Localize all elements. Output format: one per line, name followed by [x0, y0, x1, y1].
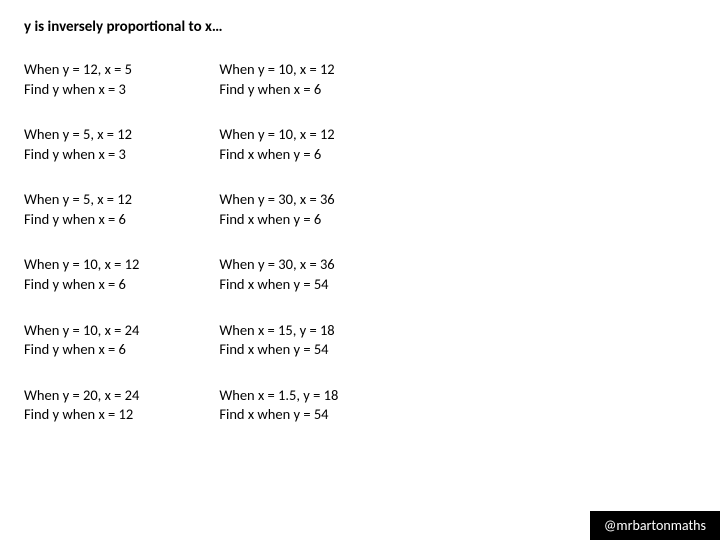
problem-columns: When y = 12, x = 5 Find y when x = 3 Whe… — [24, 60, 696, 425]
problem-item: When y = 30, x = 36 Find x when y = 54 — [219, 255, 338, 294]
problem-given: When y = 5, x = 12 — [24, 125, 139, 145]
problem-find: Find y when x = 6 — [24, 275, 139, 295]
problem-given: When y = 20, x = 24 — [24, 386, 139, 406]
page-title: y is inversely proportional to x… — [24, 18, 696, 36]
problem-item: When x = 15, y = 18 Find x when y = 54 — [219, 321, 338, 360]
problem-given: When y = 10, x = 12 — [219, 60, 338, 80]
problem-item: When y = 10, x = 24 Find y when x = 6 — [24, 321, 139, 360]
problem-given: When y = 10, x = 12 — [24, 255, 139, 275]
problem-given: When y = 10, x = 12 — [219, 125, 338, 145]
problem-find: Find x when y = 6 — [219, 210, 338, 230]
problem-find: Find y when x = 3 — [24, 145, 139, 165]
problem-given: When y = 30, x = 36 — [219, 190, 338, 210]
problem-item: When y = 10, x = 12 Find y when x = 6 — [219, 60, 338, 99]
problem-find: Find y when x = 6 — [24, 340, 139, 360]
problem-item: When x = 1.5, y = 18 Find x when y = 54 — [219, 386, 338, 425]
problem-find: Find x when y = 54 — [219, 275, 338, 295]
problem-given: When x = 1.5, y = 18 — [219, 386, 338, 406]
problem-item: When y = 5, x = 12 Find y when x = 3 — [24, 125, 139, 164]
problem-find: Find x when y = 6 — [219, 145, 338, 165]
slide: y is inversely proportional to x… When y… — [0, 0, 720, 540]
problem-given: When y = 30, x = 36 — [219, 255, 338, 275]
problem-item: When y = 30, x = 36 Find x when y = 6 — [219, 190, 338, 229]
problem-find: Find y when x = 3 — [24, 80, 139, 100]
problem-given: When y = 10, x = 24 — [24, 321, 139, 341]
problem-given: When x = 15, y = 18 — [219, 321, 338, 341]
problem-item: When y = 10, x = 12 Find x when y = 6 — [219, 125, 338, 164]
problem-item: When y = 5, x = 12 Find y when x = 6 — [24, 190, 139, 229]
problem-item: When y = 12, x = 5 Find y when x = 3 — [24, 60, 139, 99]
problem-given: When y = 12, x = 5 — [24, 60, 139, 80]
problem-find: Find y when x = 6 — [24, 210, 139, 230]
problem-find: Find x when y = 54 — [219, 340, 338, 360]
footer-handle: @mrbartonmaths — [590, 511, 720, 540]
left-column: When y = 12, x = 5 Find y when x = 3 Whe… — [24, 60, 139, 425]
problem-given: When y = 5, x = 12 — [24, 190, 139, 210]
problem-find: Find y when x = 6 — [219, 80, 338, 100]
problem-item: When y = 20, x = 24 Find y when x = 12 — [24, 386, 139, 425]
right-column: When y = 10, x = 12 Find y when x = 6 Wh… — [219, 60, 338, 425]
problem-item: When y = 10, x = 12 Find y when x = 6 — [24, 255, 139, 294]
problem-find: Find y when x = 12 — [24, 405, 139, 425]
problem-find: Find x when y = 54 — [219, 405, 338, 425]
